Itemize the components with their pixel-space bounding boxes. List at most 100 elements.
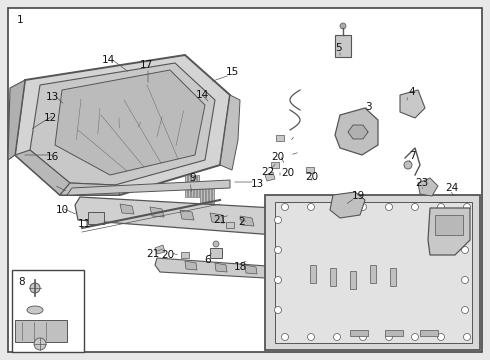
Circle shape xyxy=(334,203,341,211)
Circle shape xyxy=(340,23,346,29)
Text: 21: 21 xyxy=(213,215,227,225)
Text: 8: 8 xyxy=(19,277,25,287)
Polygon shape xyxy=(180,210,194,220)
FancyBboxPatch shape xyxy=(306,167,314,173)
FancyBboxPatch shape xyxy=(350,330,368,336)
FancyBboxPatch shape xyxy=(271,162,279,168)
Polygon shape xyxy=(335,271,347,280)
Text: 10: 10 xyxy=(55,205,69,215)
Text: 5: 5 xyxy=(335,43,342,53)
Text: 14: 14 xyxy=(196,90,209,100)
Circle shape xyxy=(308,203,315,211)
Circle shape xyxy=(462,276,468,284)
Polygon shape xyxy=(150,207,164,217)
Text: 20: 20 xyxy=(161,250,174,260)
Circle shape xyxy=(386,203,392,211)
FancyBboxPatch shape xyxy=(210,248,222,258)
Circle shape xyxy=(274,306,281,314)
Text: 15: 15 xyxy=(225,67,239,77)
Polygon shape xyxy=(275,267,287,276)
Text: 1: 1 xyxy=(17,15,24,25)
Polygon shape xyxy=(67,180,230,195)
Polygon shape xyxy=(185,261,197,270)
FancyBboxPatch shape xyxy=(370,265,376,283)
Polygon shape xyxy=(418,178,438,196)
Polygon shape xyxy=(428,208,470,255)
Circle shape xyxy=(274,276,281,284)
Text: 12: 12 xyxy=(44,113,57,123)
Circle shape xyxy=(462,247,468,253)
Polygon shape xyxy=(300,222,314,232)
Polygon shape xyxy=(400,90,425,118)
Text: 18: 18 xyxy=(233,262,246,272)
Ellipse shape xyxy=(27,306,43,314)
Polygon shape xyxy=(210,213,224,223)
FancyBboxPatch shape xyxy=(15,320,67,342)
Circle shape xyxy=(438,203,444,211)
FancyBboxPatch shape xyxy=(206,185,208,203)
Text: 6: 6 xyxy=(205,255,211,265)
Circle shape xyxy=(386,333,392,341)
Polygon shape xyxy=(275,202,472,343)
Text: 9: 9 xyxy=(190,173,196,183)
Text: 19: 19 xyxy=(351,191,365,201)
FancyBboxPatch shape xyxy=(12,270,84,352)
Polygon shape xyxy=(15,150,70,195)
Circle shape xyxy=(360,333,367,341)
Polygon shape xyxy=(240,216,254,226)
Polygon shape xyxy=(270,219,284,229)
Polygon shape xyxy=(8,80,25,160)
Text: 21: 21 xyxy=(147,249,160,259)
FancyBboxPatch shape xyxy=(197,175,199,197)
Circle shape xyxy=(404,161,412,169)
Polygon shape xyxy=(30,63,215,185)
Text: 17: 17 xyxy=(139,60,152,70)
Circle shape xyxy=(438,333,444,341)
Circle shape xyxy=(412,333,418,341)
Text: 7: 7 xyxy=(409,151,416,161)
Polygon shape xyxy=(215,263,227,272)
Polygon shape xyxy=(120,204,134,214)
FancyBboxPatch shape xyxy=(209,185,211,203)
FancyBboxPatch shape xyxy=(350,271,356,289)
Polygon shape xyxy=(75,197,355,240)
Text: 20: 20 xyxy=(271,152,285,162)
Polygon shape xyxy=(330,192,365,218)
Circle shape xyxy=(464,203,470,211)
FancyBboxPatch shape xyxy=(185,175,187,197)
FancyBboxPatch shape xyxy=(385,330,403,336)
Polygon shape xyxy=(155,245,165,254)
Circle shape xyxy=(281,333,289,341)
Text: 16: 16 xyxy=(46,152,59,162)
Text: 11: 11 xyxy=(77,219,91,229)
Text: 3: 3 xyxy=(365,102,371,112)
Text: 13: 13 xyxy=(46,92,59,102)
FancyBboxPatch shape xyxy=(181,252,189,258)
Text: 22: 22 xyxy=(261,167,274,177)
Text: 20: 20 xyxy=(281,168,294,178)
Text: 4: 4 xyxy=(409,87,416,97)
FancyBboxPatch shape xyxy=(194,175,196,197)
Circle shape xyxy=(274,247,281,253)
Polygon shape xyxy=(265,172,275,181)
Polygon shape xyxy=(55,70,205,175)
Circle shape xyxy=(30,283,40,293)
Text: 23: 23 xyxy=(416,178,429,188)
FancyBboxPatch shape xyxy=(276,135,284,141)
FancyBboxPatch shape xyxy=(310,265,316,283)
Circle shape xyxy=(360,203,367,211)
Text: 24: 24 xyxy=(445,183,459,193)
Text: 2: 2 xyxy=(239,217,245,227)
Circle shape xyxy=(308,333,315,341)
FancyBboxPatch shape xyxy=(8,8,482,352)
FancyBboxPatch shape xyxy=(420,330,438,336)
Polygon shape xyxy=(155,258,390,285)
FancyBboxPatch shape xyxy=(203,185,205,203)
Text: 14: 14 xyxy=(101,55,115,65)
Circle shape xyxy=(464,333,470,341)
FancyBboxPatch shape xyxy=(330,268,336,286)
FancyBboxPatch shape xyxy=(88,212,104,224)
Circle shape xyxy=(462,306,468,314)
Circle shape xyxy=(213,241,219,247)
Polygon shape xyxy=(335,108,378,155)
